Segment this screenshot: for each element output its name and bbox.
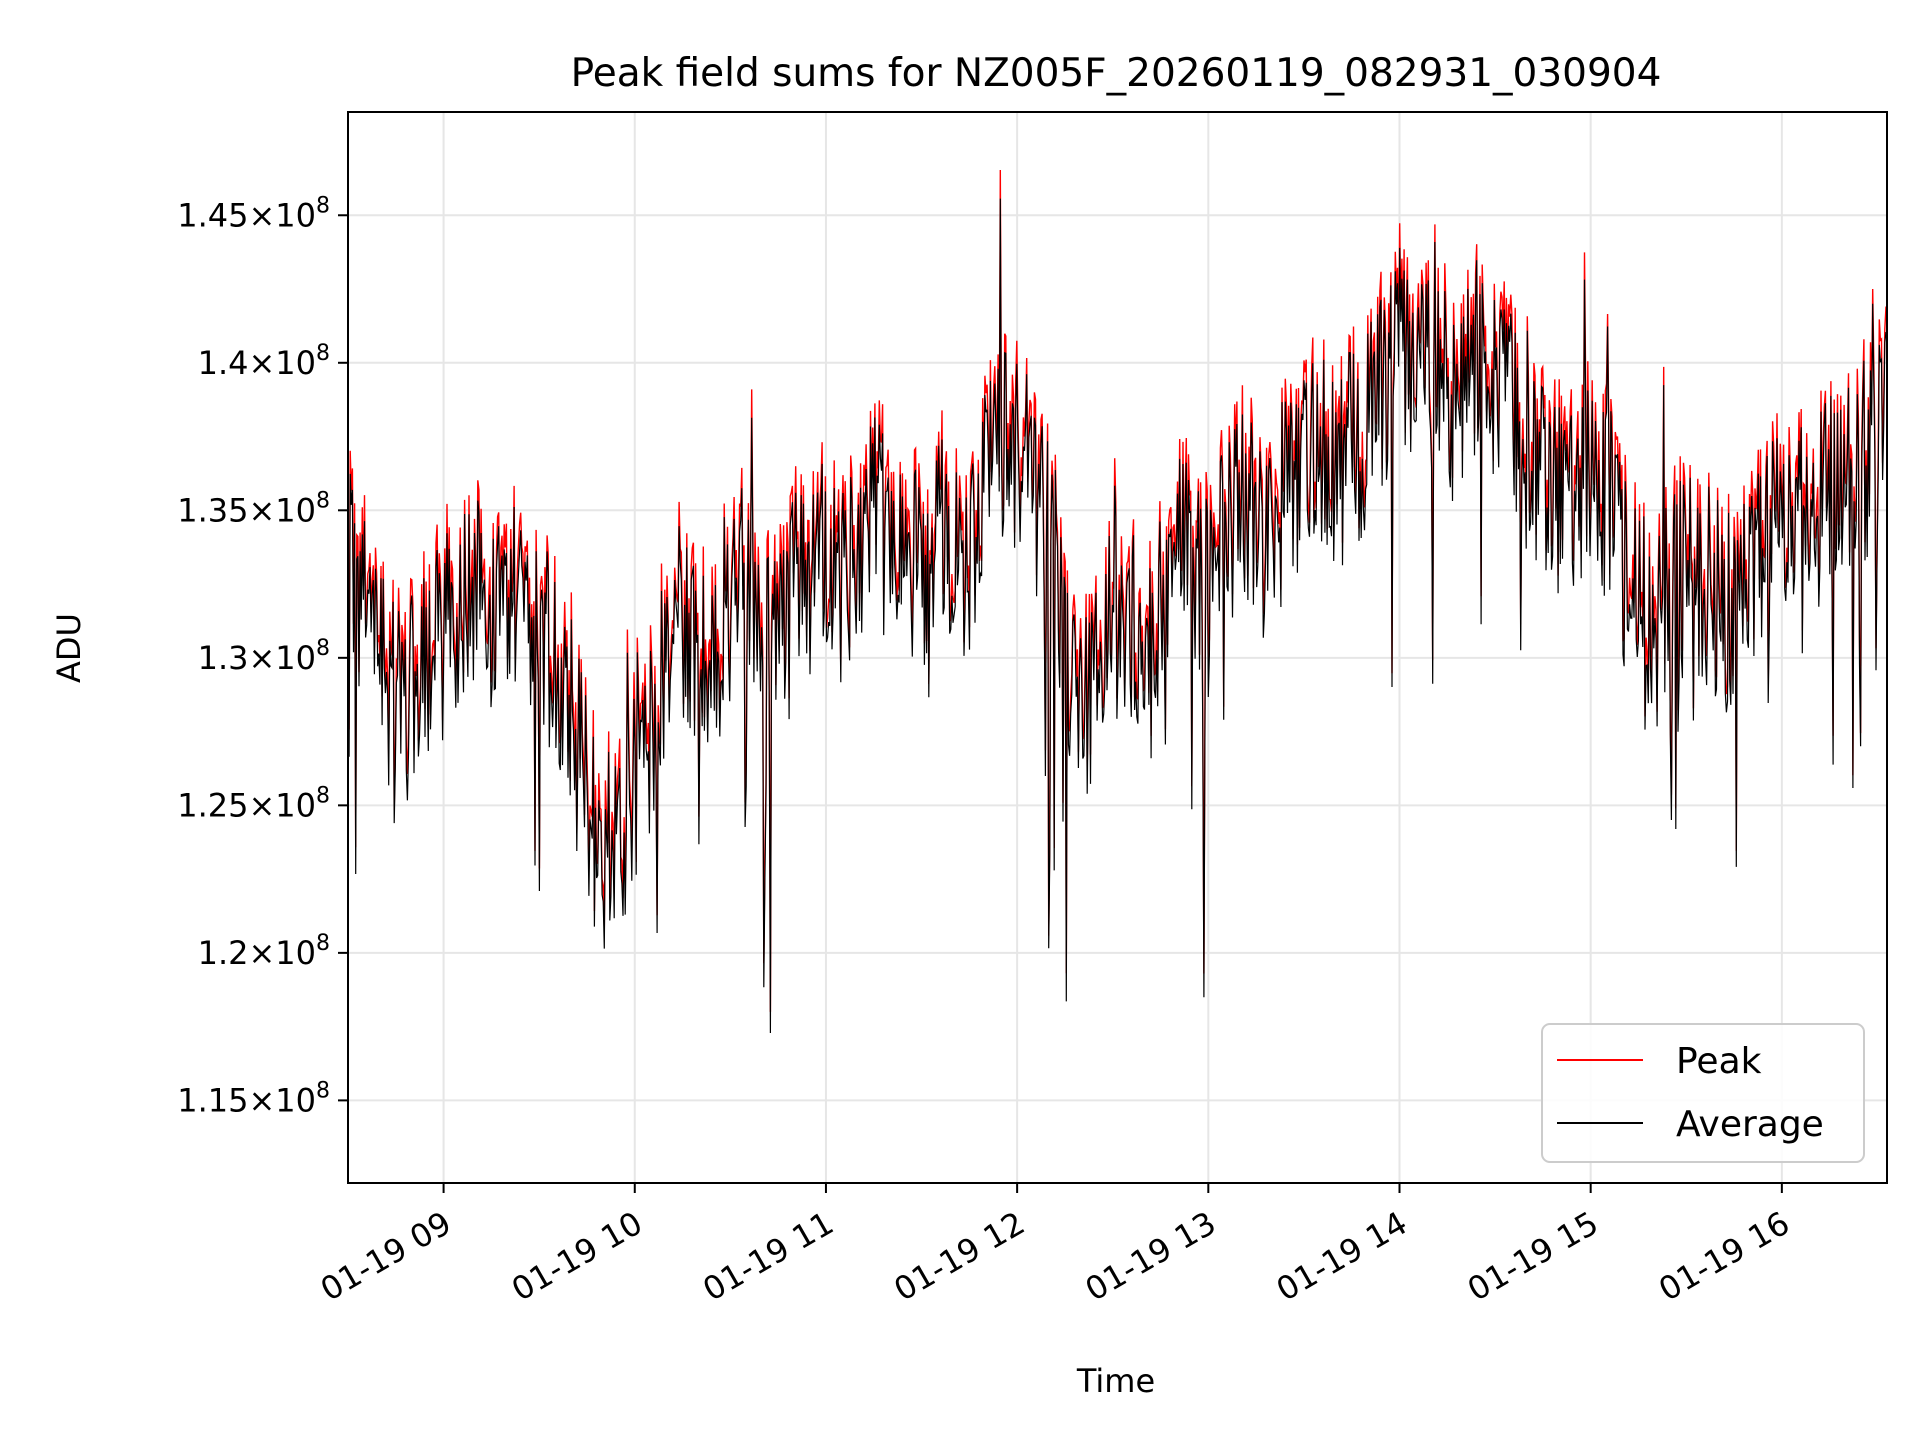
plot-frame — [347, 111, 1888, 1184]
y-tick-label: 1.25×108 — [177, 783, 330, 824]
legend-box — [1541, 1023, 1865, 1163]
grid — [348, 112, 1887, 1183]
x-axis-label: Time — [1076, 1362, 1155, 1400]
y-axis-label: ADU — [50, 613, 88, 683]
chart-title: Peak field sums for NZ005F_20260119_0829… — [571, 51, 1662, 96]
y-axis: 1.15×108 1.2×108 1.25×108 1.3×108 1.35×108 1.… — [177, 193, 348, 1119]
y-tick-label: 1.45×108 — [177, 193, 330, 234]
y-tick-label: 1.2×108 — [198, 931, 330, 972]
legend-label-average: Average — [1676, 1104, 1824, 1145]
series-line-average — [348, 198, 1887, 1034]
legend: Peak Average — [1541, 1023, 1865, 1163]
series-layer — [348, 169, 1887, 1034]
legend-label-peak: Peak — [1676, 1041, 1762, 1082]
y-tick-label: 1.35×108 — [177, 488, 330, 529]
y-tick-label: 1.4×108 — [198, 341, 330, 382]
y-tick-label: 1.3×108 — [198, 636, 330, 677]
y-tick-label: 1.15×108 — [177, 1078, 330, 1119]
